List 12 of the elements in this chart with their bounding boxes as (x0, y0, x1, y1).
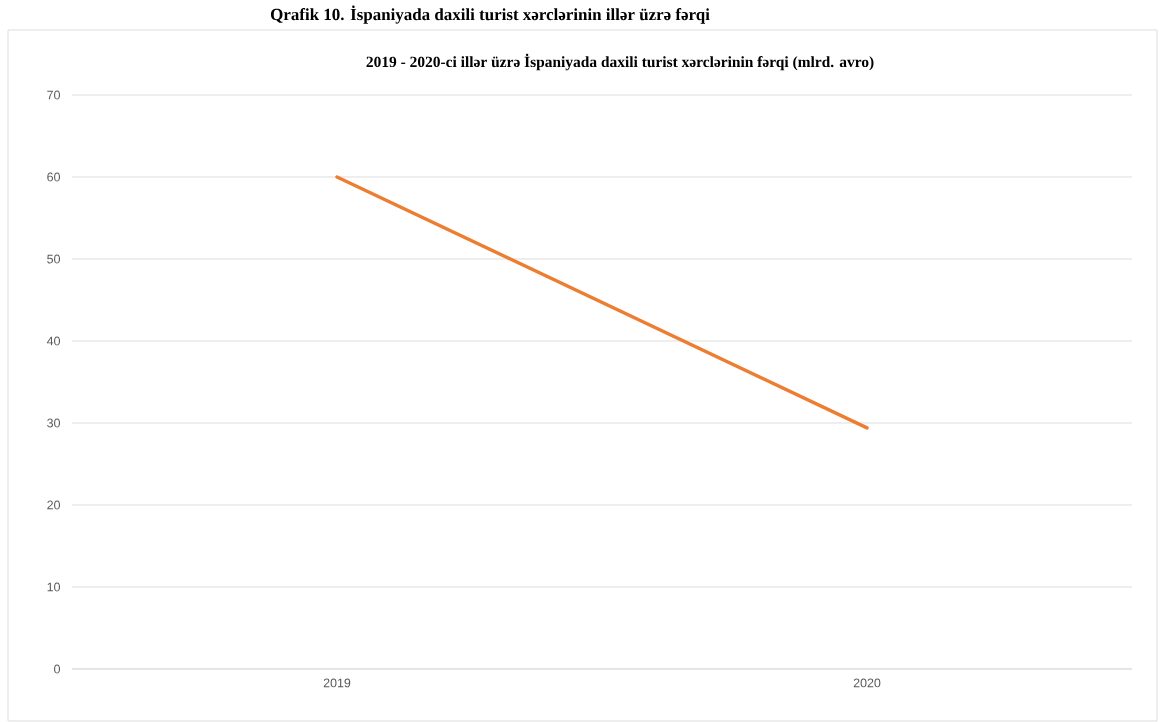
x-tick-label: 2020 (853, 678, 881, 688)
y-tick-label: 20 (47, 500, 60, 510)
y-tick-label: 40 (46, 336, 60, 346)
y-tick-label: 50 (47, 254, 60, 264)
y-tick-label: 0 (54, 664, 60, 674)
y-tick-label: 70 (47, 90, 60, 100)
y-tick-label: 30 (47, 418, 60, 428)
text: Qrafik 10. İspaniyada daxili turist xərclərinin illər üzrə fərqi (270, 5, 710, 24)
y-tick-label: 60 (47, 172, 60, 182)
x-tick-label: 2019 (323, 678, 351, 688)
y-tick-label: 10 (47, 582, 60, 592)
chart-title: 2019 - 2020-ci illər üzrə İspaniyada daxili turist xərclərinin fərqi (mlrd. avro) (366, 53, 874, 71)
